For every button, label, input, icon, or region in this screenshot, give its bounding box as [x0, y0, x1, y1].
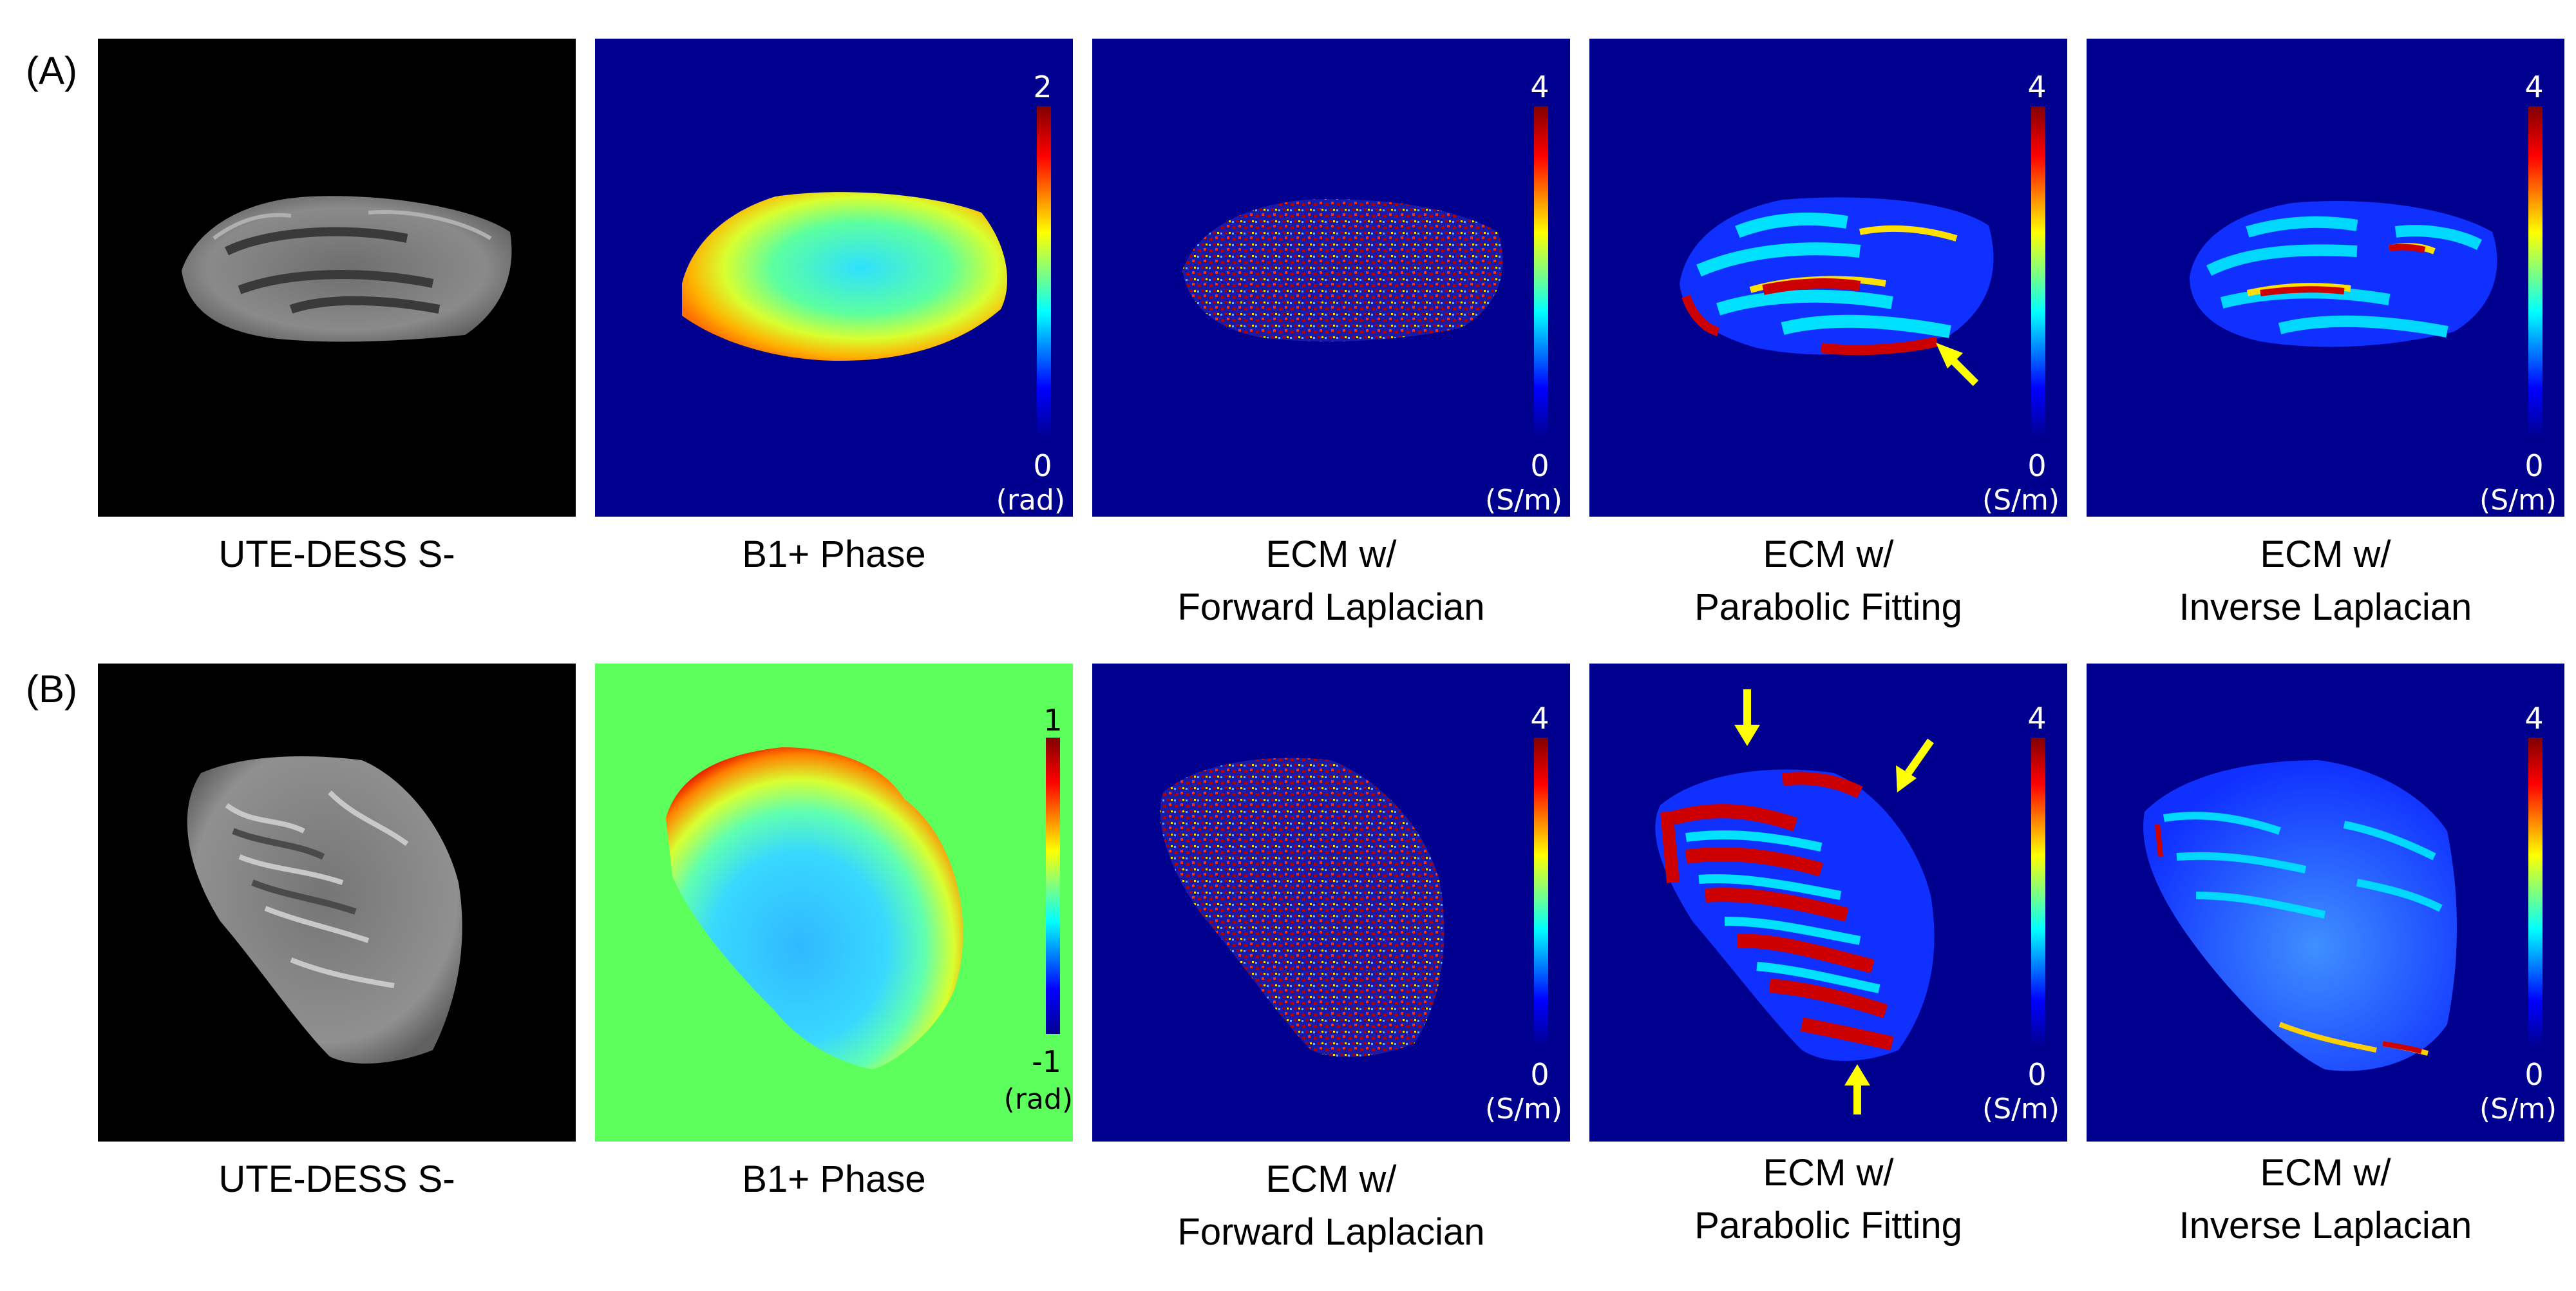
caption-line: B1+ Phase — [742, 1158, 926, 1200]
colorbar-b-phase — [1046, 738, 1060, 1034]
caption-a-parabolic-fitting: ECM w/ Parabolic Fitting — [1589, 528, 2067, 634]
colorbar-a-phase — [1037, 106, 1051, 438]
caption-line: Forward Laplacian — [1177, 586, 1485, 628]
arrow-icon — [1896, 738, 1934, 792]
panel-b-forward-laplacian: 4 0 (S/m) — [1092, 664, 1570, 1142]
colorbar-min: 0 — [1033, 448, 1052, 483]
panel-b-b1-phase: 1 -1 (rad) — [595, 664, 1073, 1142]
colorbar-b-parabolic — [2031, 738, 2045, 1047]
colorbar-max: 4 — [1530, 701, 1549, 736]
colorbar-unit: (S/m) — [1982, 1093, 2060, 1125]
arrow-icon — [1936, 343, 1979, 387]
panel-a-b1-phase: 2 0 (rad) — [595, 39, 1073, 517]
panel-a-ute-dess — [98, 39, 576, 517]
colorbar-min: 0 — [2524, 1057, 2544, 1092]
colorbar-unit: (rad) — [996, 484, 1065, 517]
colorbar-max: 2 — [1033, 70, 1052, 104]
colorbar-min: 0 — [1530, 1057, 1549, 1092]
phase-map-a — [682, 192, 1007, 361]
row-label-b: (B) — [26, 667, 77, 711]
panel-a-inverse-laplacian: 4 0 (S/m) — [2087, 39, 2564, 517]
colorbar-a-forward — [1534, 106, 1548, 438]
mri-image-b — [187, 756, 462, 1064]
panel-b-ute-dess — [98, 664, 576, 1142]
colorbar-min: 0 — [2027, 448, 2047, 483]
panel-b-parabolic-fitting: 4 0 (S/m) — [1589, 664, 2067, 1142]
ecm-inverse-map-a — [2190, 201, 2497, 347]
ecm-forward-map-b — [1160, 758, 1444, 1057]
ecm-inverse-map-b — [2143, 760, 2457, 1071]
caption-b-forward-laplacian: ECM w/ Forward Laplacian — [1092, 1153, 1570, 1259]
caption-line: UTE-DESS S- — [218, 1158, 455, 1200]
caption-line: Forward Laplacian — [1177, 1211, 1485, 1253]
arrow-icon — [1734, 689, 1760, 746]
colorbar-min: 0 — [2027, 1057, 2047, 1092]
mri-image-a — [182, 196, 512, 342]
caption-line: Parabolic Fitting — [1694, 1205, 1962, 1247]
colorbar-min: 0 — [2524, 448, 2544, 483]
colorbar-b-forward — [1534, 738, 1548, 1047]
caption-b-b1-phase: B1+ Phase — [595, 1153, 1073, 1206]
caption-b-inverse-laplacian: ECM w/ Inverse Laplacian — [2087, 1147, 2564, 1252]
panel-a-parabolic-fitting: 4 0 (S/m) — [1589, 39, 2067, 517]
caption-line: Parabolic Fitting — [1694, 586, 1962, 628]
panel-b-inverse-laplacian: 4 0 (S/m) — [2087, 664, 2564, 1142]
caption-line: ECM w/ — [1763, 1152, 1894, 1194]
colorbar-a-parabolic — [2031, 106, 2045, 438]
colorbar-b-inverse — [2528, 738, 2543, 1047]
colorbar-max: 4 — [1530, 70, 1549, 104]
caption-a-forward-laplacian: ECM w/ Forward Laplacian — [1092, 528, 1570, 634]
colorbar-min: 0 — [1530, 448, 1549, 483]
caption-line: ECM w/ — [1265, 533, 1397, 575]
colorbar-max: 4 — [2524, 70, 2544, 104]
ecm-forward-map-a — [1182, 199, 1503, 341]
colorbar-max: 1 — [1043, 703, 1063, 738]
colorbar-a-inverse — [2528, 106, 2543, 438]
colorbar-unit: (S/m) — [2479, 1093, 2557, 1125]
caption-line: ECM w/ — [1265, 1158, 1397, 1200]
colorbar-max: 4 — [2027, 70, 2047, 104]
arrow-icon — [1844, 1064, 1870, 1114]
caption-line: ECM w/ — [1763, 533, 1894, 575]
caption-b-parabolic-fitting: ECM w/ Parabolic Fitting — [1589, 1147, 2067, 1252]
ecm-parabolic-map-a — [1680, 197, 1994, 387]
colorbar-unit: (rad) — [1003, 1083, 1073, 1116]
panel-a-forward-laplacian: 4 0 (S/m) — [1092, 39, 1570, 517]
caption-line: ECM w/ — [2260, 1152, 2391, 1194]
caption-line: B1+ Phase — [742, 533, 926, 575]
caption-a-inverse-laplacian: ECM w/ Inverse Laplacian — [2087, 528, 2564, 634]
colorbar-max: 4 — [2524, 701, 2544, 736]
caption-a-b1-phase: B1+ Phase — [595, 528, 1073, 581]
colorbar-min: -1 — [1032, 1044, 1061, 1079]
caption-line: UTE-DESS S- — [218, 533, 455, 575]
ecm-parabolic-map-b — [1655, 689, 1935, 1114]
caption-b-ute-dess: UTE-DESS S- — [98, 1153, 576, 1206]
caption-line: Inverse Laplacian — [2179, 586, 2472, 628]
phase-map-b — [666, 747, 963, 1069]
colorbar-unit: (S/m) — [1485, 1093, 1562, 1125]
colorbar-unit: (S/m) — [2479, 484, 2557, 517]
caption-a-ute-dess: UTE-DESS S- — [98, 528, 576, 581]
caption-line: ECM w/ — [2260, 533, 2391, 575]
caption-line: Inverse Laplacian — [2179, 1205, 2472, 1247]
row-label-a: (A) — [26, 49, 77, 92]
colorbar-max: 4 — [2027, 701, 2047, 736]
colorbar-unit: (S/m) — [1982, 484, 2060, 517]
colorbar-unit: (S/m) — [1485, 484, 1562, 517]
